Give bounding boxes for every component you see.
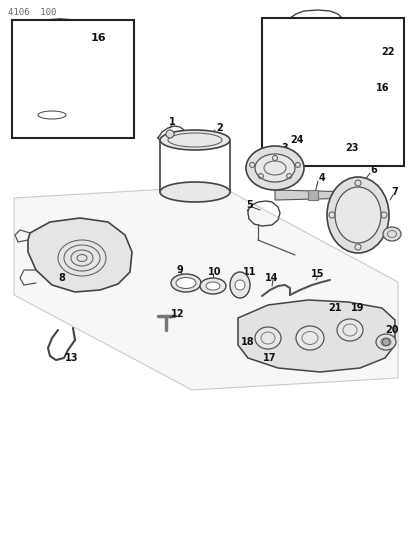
Bar bbox=[262, 18, 404, 166]
Ellipse shape bbox=[176, 278, 196, 288]
Polygon shape bbox=[308, 190, 318, 200]
Text: 23: 23 bbox=[345, 143, 359, 153]
Text: 19: 19 bbox=[351, 303, 365, 313]
Text: 9: 9 bbox=[177, 265, 183, 275]
Text: 2: 2 bbox=[217, 123, 223, 133]
Ellipse shape bbox=[337, 319, 363, 341]
Text: 5: 5 bbox=[246, 200, 253, 210]
Text: 13: 13 bbox=[65, 353, 79, 363]
Ellipse shape bbox=[255, 154, 295, 182]
Text: 17: 17 bbox=[263, 353, 277, 363]
Text: 12: 12 bbox=[171, 309, 185, 319]
Polygon shape bbox=[275, 190, 358, 200]
Text: 15: 15 bbox=[311, 269, 325, 279]
Ellipse shape bbox=[296, 326, 324, 350]
Text: 1: 1 bbox=[169, 117, 175, 127]
Ellipse shape bbox=[171, 274, 201, 292]
Text: 24: 24 bbox=[290, 135, 304, 145]
Circle shape bbox=[235, 280, 245, 290]
Text: 4106  100: 4106 100 bbox=[8, 8, 56, 17]
Text: 11: 11 bbox=[243, 267, 257, 277]
Text: 21: 21 bbox=[328, 303, 342, 313]
Text: 22: 22 bbox=[381, 47, 395, 57]
Circle shape bbox=[383, 338, 390, 345]
Text: 8: 8 bbox=[59, 273, 65, 283]
Ellipse shape bbox=[327, 177, 389, 253]
Text: 3: 3 bbox=[282, 143, 288, 153]
Ellipse shape bbox=[230, 272, 250, 298]
Ellipse shape bbox=[335, 187, 381, 243]
Text: 14: 14 bbox=[265, 273, 279, 283]
Ellipse shape bbox=[246, 146, 304, 190]
Text: 20: 20 bbox=[385, 325, 399, 335]
Polygon shape bbox=[14, 186, 398, 390]
Text: 16: 16 bbox=[376, 83, 390, 93]
Ellipse shape bbox=[160, 130, 230, 150]
Polygon shape bbox=[28, 218, 132, 292]
Ellipse shape bbox=[200, 278, 226, 294]
Text: 16: 16 bbox=[90, 33, 106, 43]
Ellipse shape bbox=[255, 327, 281, 349]
Ellipse shape bbox=[383, 227, 401, 241]
Ellipse shape bbox=[376, 334, 396, 350]
Ellipse shape bbox=[160, 182, 230, 202]
Polygon shape bbox=[238, 300, 395, 372]
Text: 4: 4 bbox=[319, 173, 325, 183]
Bar bbox=[12, 20, 134, 138]
Text: 6: 6 bbox=[370, 165, 377, 175]
Text: 18: 18 bbox=[241, 337, 255, 347]
Text: 7: 7 bbox=[392, 187, 398, 197]
Circle shape bbox=[166, 130, 174, 138]
Text: 10: 10 bbox=[208, 267, 222, 277]
Ellipse shape bbox=[206, 282, 220, 290]
